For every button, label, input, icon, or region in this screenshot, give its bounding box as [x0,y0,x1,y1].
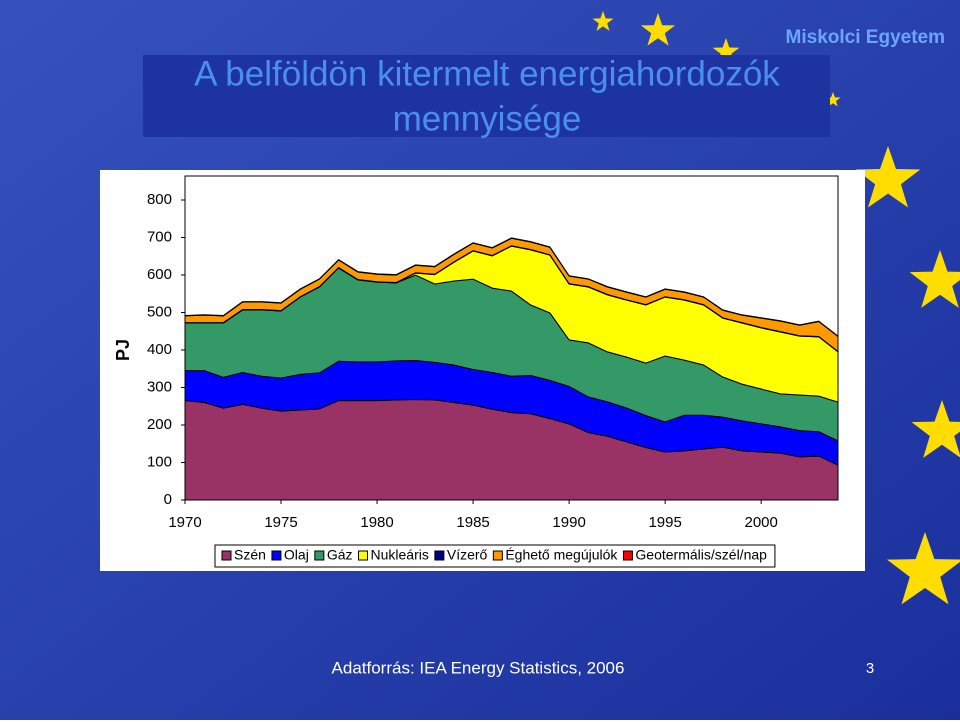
legend-swatch [435,551,444,560]
y-tick-label: 500 [147,303,172,320]
legend-label: Éghető megújulók [505,547,618,563]
x-tick-label: 1980 [360,514,393,531]
y-tick-label: 600 [147,266,172,283]
legend-label: Geotermális/szél/nap [635,547,767,563]
legend-label: Gáz [327,547,353,563]
x-tick-label: 1975 [264,514,297,531]
y-axis-label: PJ [113,339,133,361]
legend-swatch [493,551,502,560]
legend-label: Vízerő [447,547,488,563]
legend-label: Nukleáris [371,547,429,563]
x-tick-label: 1995 [648,514,681,531]
legend-swatch [222,551,231,560]
x-tick-label: 1990 [552,514,585,531]
legend-swatch [359,551,368,560]
y-tick-label: 700 [147,228,172,245]
y-tick-label: 300 [147,378,172,395]
x-tick-label: 1970 [168,514,201,531]
y-tick-label: 100 [147,453,172,470]
legend-label: Olaj [284,547,309,563]
page-number: 3 [866,660,874,677]
y-tick-label: 0 [164,491,172,508]
x-tick-label: 1985 [456,514,489,531]
institution: Miskolci Egyetem [786,27,945,48]
y-tick-label: 800 [147,191,172,208]
legend: Szén Olaj Gáz Nukleáris Vízerő Éghető megújul… [215,545,775,567]
title: A belföldön kitermelt energiahordozók [194,54,780,93]
legend-swatch [272,551,281,560]
legend-swatch [315,551,324,560]
title: mennyisége [393,99,582,138]
legend-swatch [623,551,632,560]
x-tick-label: 2000 [744,514,777,531]
source: Adatforrás: IEA Energy Statistics, 2006 [332,658,625,677]
y-tick-label: 200 [147,416,172,433]
legend-label: Szén [234,547,266,563]
y-tick-label: 400 [147,341,172,358]
